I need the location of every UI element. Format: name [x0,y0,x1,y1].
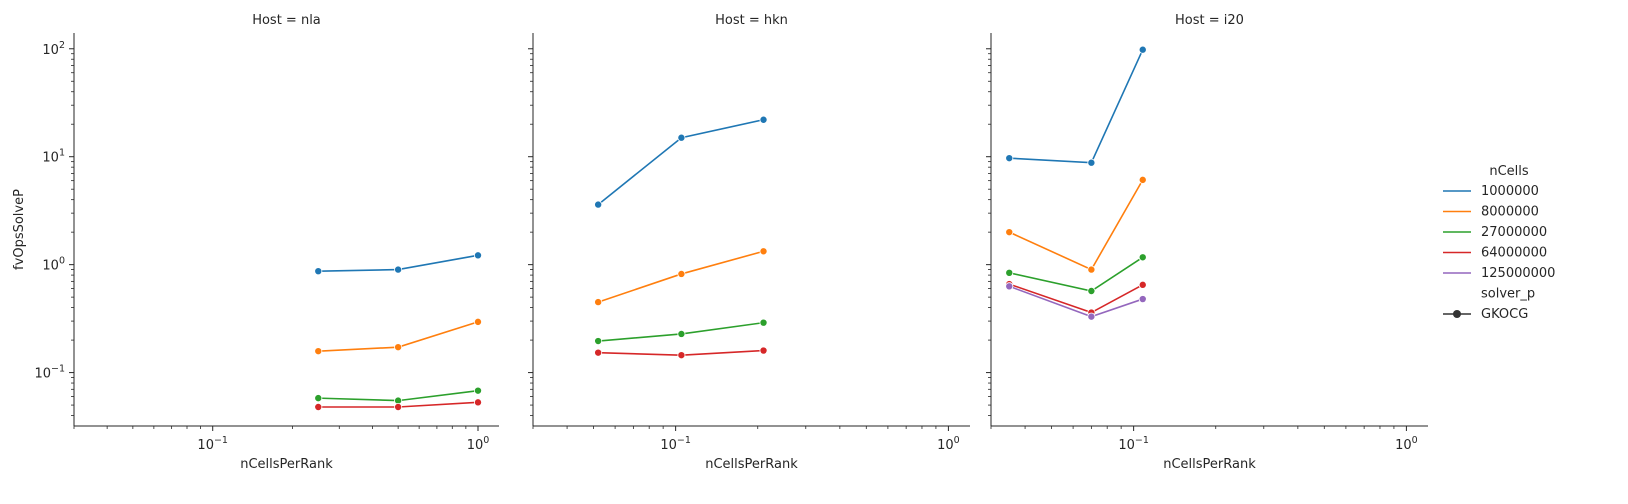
data-point-8000000 [1138,175,1147,184]
data-point-125000000 [1087,312,1096,321]
data-point-64000000 [594,348,603,357]
series-line-1000000 [597,118,764,206]
x-tick-label: 100 [1395,435,1418,453]
y-axis-label: fvOpsSolveP [12,189,27,270]
data-point-8000000 [314,347,323,356]
legend-label: GKOCG [1481,307,1528,322]
x-axis-label: nCellsPerRank [240,457,333,472]
data-point-1000000 [1087,158,1096,167]
data-point-27000000 [594,337,603,346]
legend-label: 125000000 [1481,266,1555,281]
data-point-27000000 [314,394,323,403]
series-line-1000000 [1009,49,1144,164]
series-line-8000000 [1008,179,1144,271]
data-point-64000000 [394,402,403,411]
data-point-125000000 [1138,295,1147,304]
legend-label: 8000000 [1481,205,1539,220]
data-point-1000000 [394,265,403,274]
data-point-1000000 [677,133,686,142]
facet-panel-1: Host = nla nCellsPerRank fvOpsSolveP 10−1 10… [12,13,499,472]
data-point-64000000 [314,402,323,411]
data-point-64000000 [1138,280,1147,289]
data-point-8000000 [677,269,686,278]
facet-panel-2: Host = hkn nCellsPerRank 10−1 100 [528,13,970,472]
y-tick-label: 10−1 [34,364,65,382]
legend-hue-title: nCells [1489,164,1529,179]
data-point-27000000 [759,318,768,327]
data-point-8000000 [1087,265,1096,274]
legend-style-title: solver_p [1481,287,1535,302]
data-point-27000000 [1005,268,1014,277]
legend-label: 64000000 [1481,246,1547,261]
x-tick-label: 10−1 [660,435,691,453]
legend: nCells 1000000 8000000 27000000 64000000 1250… [1443,164,1555,322]
data-point-1000000 [594,200,603,209]
facet-title: Host = hkn [715,13,788,28]
data-point-64000000 [759,346,768,355]
data-point-125000000 [1005,282,1014,291]
legend-marker-GKOCG [1453,310,1461,318]
facet-title: Host = i20 [1175,13,1244,28]
data-point-27000000 [1087,286,1096,295]
y-tick-label: 100 [42,256,65,274]
data-point-1000000 [759,115,768,124]
data-point-64000000 [677,351,686,360]
facet-title: Host = nla [252,13,321,28]
data-point-8000000 [1005,228,1014,237]
y-tick-label: 102 [42,40,65,58]
data-point-27000000 [677,329,686,338]
data-point-64000000 [473,398,482,407]
x-axis-label: nCellsPerRank [1163,457,1256,472]
x-tick-label: 100 [937,435,960,453]
data-point-27000000 [473,386,482,395]
data-point-27000000 [1138,253,1147,262]
data-point-8000000 [759,247,768,256]
data-point-8000000 [594,298,603,307]
data-point-1000000 [473,251,482,260]
x-tick-label: 10−1 [1118,435,1149,453]
x-axis-label: nCellsPerRank [705,457,798,472]
legend-label: 27000000 [1481,225,1547,240]
data-point-1000000 [1005,154,1014,163]
y-tick-label: 101 [42,148,65,166]
data-point-8000000 [394,343,403,352]
data-point-1000000 [314,267,323,276]
x-tick-label: 100 [467,435,490,453]
x-tick-label: 10−1 [197,435,228,453]
facet-panel-3: Host = i20 nCellsPerRank 10−1 100 [986,13,1428,472]
data-point-1000000 [1138,45,1147,54]
data-point-8000000 [473,317,482,326]
legend-label: 1000000 [1481,184,1539,199]
